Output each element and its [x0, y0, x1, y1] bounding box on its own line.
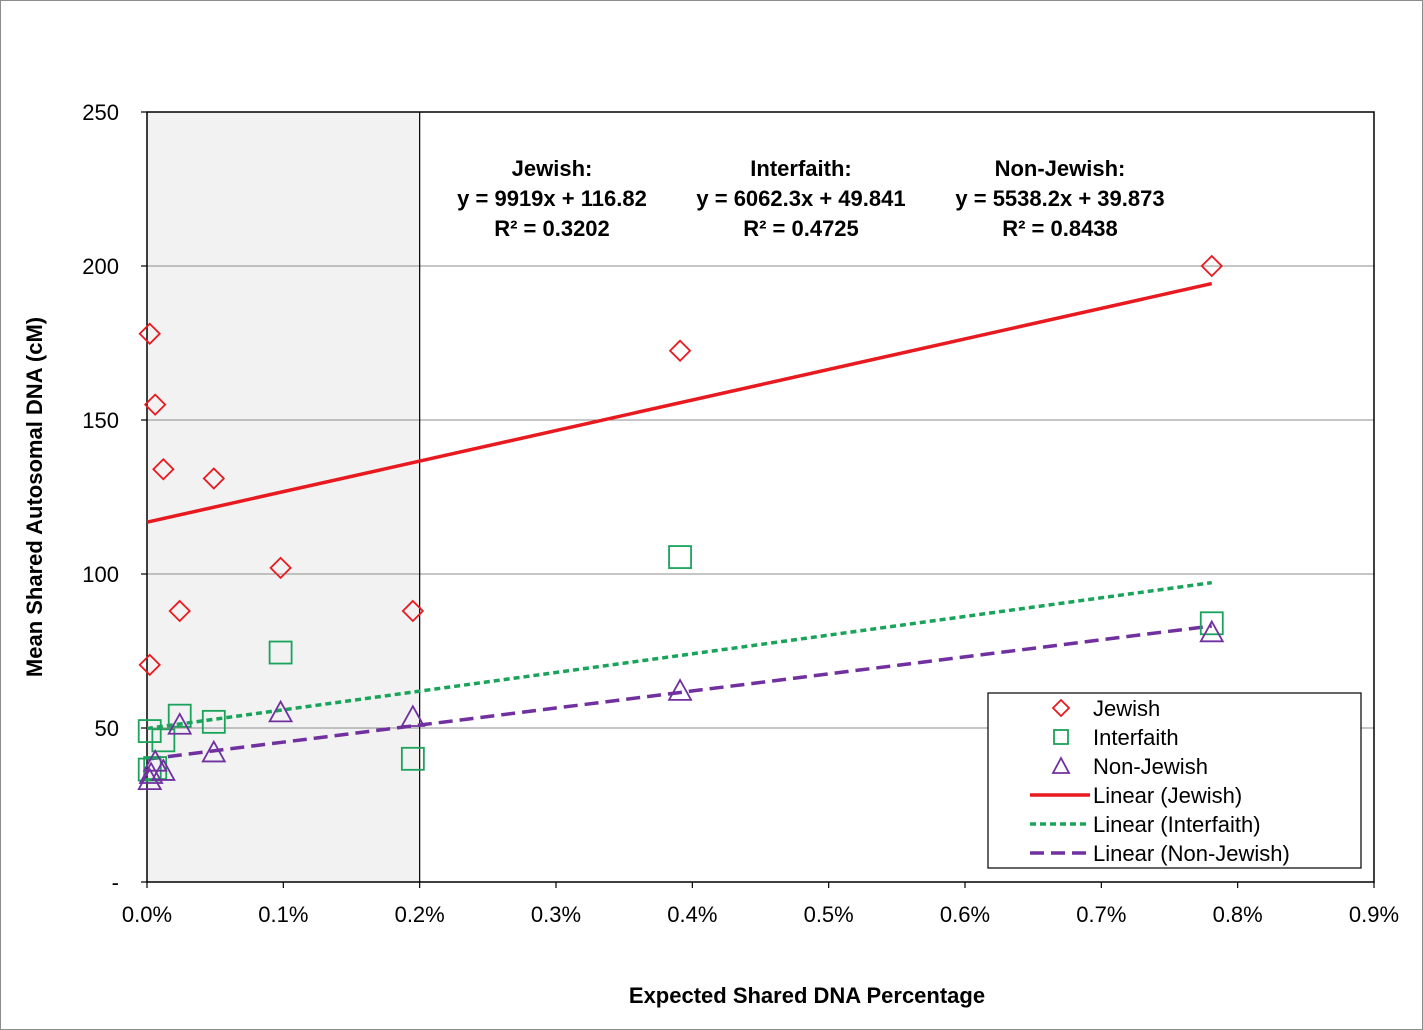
legend-nonjewish-marker: [1051, 756, 1071, 774]
data-point-jewish: [401, 599, 425, 623]
annotation-nonjewish-line3: R² = 0.8438: [1002, 216, 1118, 241]
x-axis-title: Expected Shared DNA Percentage: [629, 983, 985, 1008]
data-point-jewish: [202, 467, 226, 490]
legend-nonjewish-label: Non-Jewish: [1093, 754, 1208, 779]
data-point-interfaith: [201, 709, 226, 734]
data-points: [137, 254, 1225, 791]
data-point-jewish: [668, 339, 692, 362]
y-tick-label: 100: [82, 562, 119, 587]
data-point-nonjewish: [1199, 619, 1225, 643]
data-point-jewish: [138, 322, 161, 346]
legend-entry-interfaith: Interfaith: [1053, 725, 1179, 750]
data-point-jewish: [152, 458, 175, 481]
data-point-jewish: [138, 653, 161, 677]
x-tick-label: 0.6%: [940, 902, 990, 927]
legend-linear-interfaith-label: Linear (Interfaith): [1093, 812, 1261, 837]
x-tick-label: 0.8%: [1213, 902, 1263, 927]
trendline: [146, 580, 1213, 731]
annotation-jewish-line2: y = 9919x + 116.82: [457, 186, 647, 211]
plot-area-border: [146, 111, 1375, 883]
trendlines: [146, 281, 1213, 761]
legend-entry-linear-interfaith: Linear (Interfaith): [1030, 812, 1261, 837]
x-tick-label: 0.5%: [804, 902, 854, 927]
trendline: [146, 624, 1212, 761]
annotation-jewish-line3: R² = 0.3202: [494, 216, 610, 241]
shaded-region: [147, 112, 420, 882]
annotation-nonjewish-line1: Non-Jewish:: [995, 156, 1126, 181]
legend-interfaith-marker: [1053, 729, 1069, 745]
data-point-jewish: [269, 556, 292, 580]
y-tick-label: 200: [82, 254, 119, 279]
data-point-interfaith: [167, 703, 192, 728]
legend-entry-nonjewish: Non-Jewish: [1051, 754, 1208, 779]
data-point-jewish: [168, 599, 191, 623]
legend-entry-linear-nonjewish: Linear (Non-Jewish): [1030, 841, 1290, 866]
trendline: [146, 281, 1213, 524]
data-point-interfaith: [400, 746, 425, 771]
annotation-interfaith-line3: R² = 0.4725: [743, 216, 859, 241]
data-point-nonjewish: [167, 712, 193, 735]
x-tick-label: 0.2%: [395, 902, 445, 927]
data-point-interfaith: [137, 757, 162, 782]
legend-linear-nonjewish-label: Linear (Non-Jewish): [1093, 841, 1290, 866]
data-point-nonjewish: [201, 739, 227, 763]
legend-linear-jewish-label: Linear (Jewish): [1093, 783, 1242, 808]
legend-jewish-label: Jewish: [1093, 696, 1160, 721]
annotation-nonjewish-line2: y = 5538.2x + 39.873: [955, 186, 1164, 211]
y-axis-ticks: - 50 100 150 200 250: [82, 100, 147, 895]
regression-annotations: Jewish: y = 9919x + 116.82 R² = 0.3202 I…: [457, 156, 1164, 241]
data-point-nonjewish: [268, 699, 294, 723]
data-point-nonjewish: [400, 704, 426, 727]
data-point-interfaith: [668, 545, 692, 569]
data-point-interfaith: [268, 640, 293, 665]
x-tick-label: 0.4%: [667, 902, 717, 927]
x-tick-label: 0.0%: [122, 902, 172, 927]
legend-interfaith-label: Interfaith: [1093, 725, 1179, 750]
annotation-jewish-line1: Jewish:: [512, 156, 593, 181]
legend-entry-linear-jewish: Linear (Jewish): [1030, 783, 1242, 808]
x-tick-label: 0.9%: [1349, 902, 1399, 927]
data-point-nonjewish: [150, 758, 176, 781]
data-point-jewish: [1200, 254, 1224, 278]
y-tick-label: -: [112, 870, 119, 895]
data-point-nonjewish: [142, 749, 168, 772]
x-tick-label: 0.3%: [531, 902, 581, 927]
y-tick-label: 250: [82, 100, 119, 125]
y-tick-label: 150: [82, 408, 119, 433]
annotation-interfaith-line2: y = 6062.3x + 49.841: [696, 186, 905, 211]
y-tick-label: 50: [95, 716, 119, 741]
x-tick-label: 0.1%: [258, 902, 308, 927]
legend-entry-jewish: Jewish: [1051, 696, 1160, 721]
legend-box: [987, 692, 1362, 869]
x-tick-label: 0.7%: [1076, 902, 1126, 927]
y-axis-title: Mean Shared Autosomal DNA (cM): [22, 317, 47, 677]
data-point-jewish: [143, 393, 167, 416]
data-point-interfaith: [151, 728, 176, 753]
data-point-nonjewish: [667, 678, 693, 701]
data-point-interfaith: [1199, 611, 1224, 636]
legend: Jewish Interfaith Non-Jewish Linear (Jew…: [987, 692, 1362, 869]
annotation-interfaith-line1: Interfaith:: [750, 156, 851, 181]
legend-jewish-marker: [1051, 698, 1071, 718]
data-point-interfaith: [137, 719, 162, 743]
x-axis-ticks: 0.0% 0.1% 0.2% 0.3% 0.4% 0.5% 0.6% 0.7% 0.8% 0.9%: [122, 882, 1399, 927]
